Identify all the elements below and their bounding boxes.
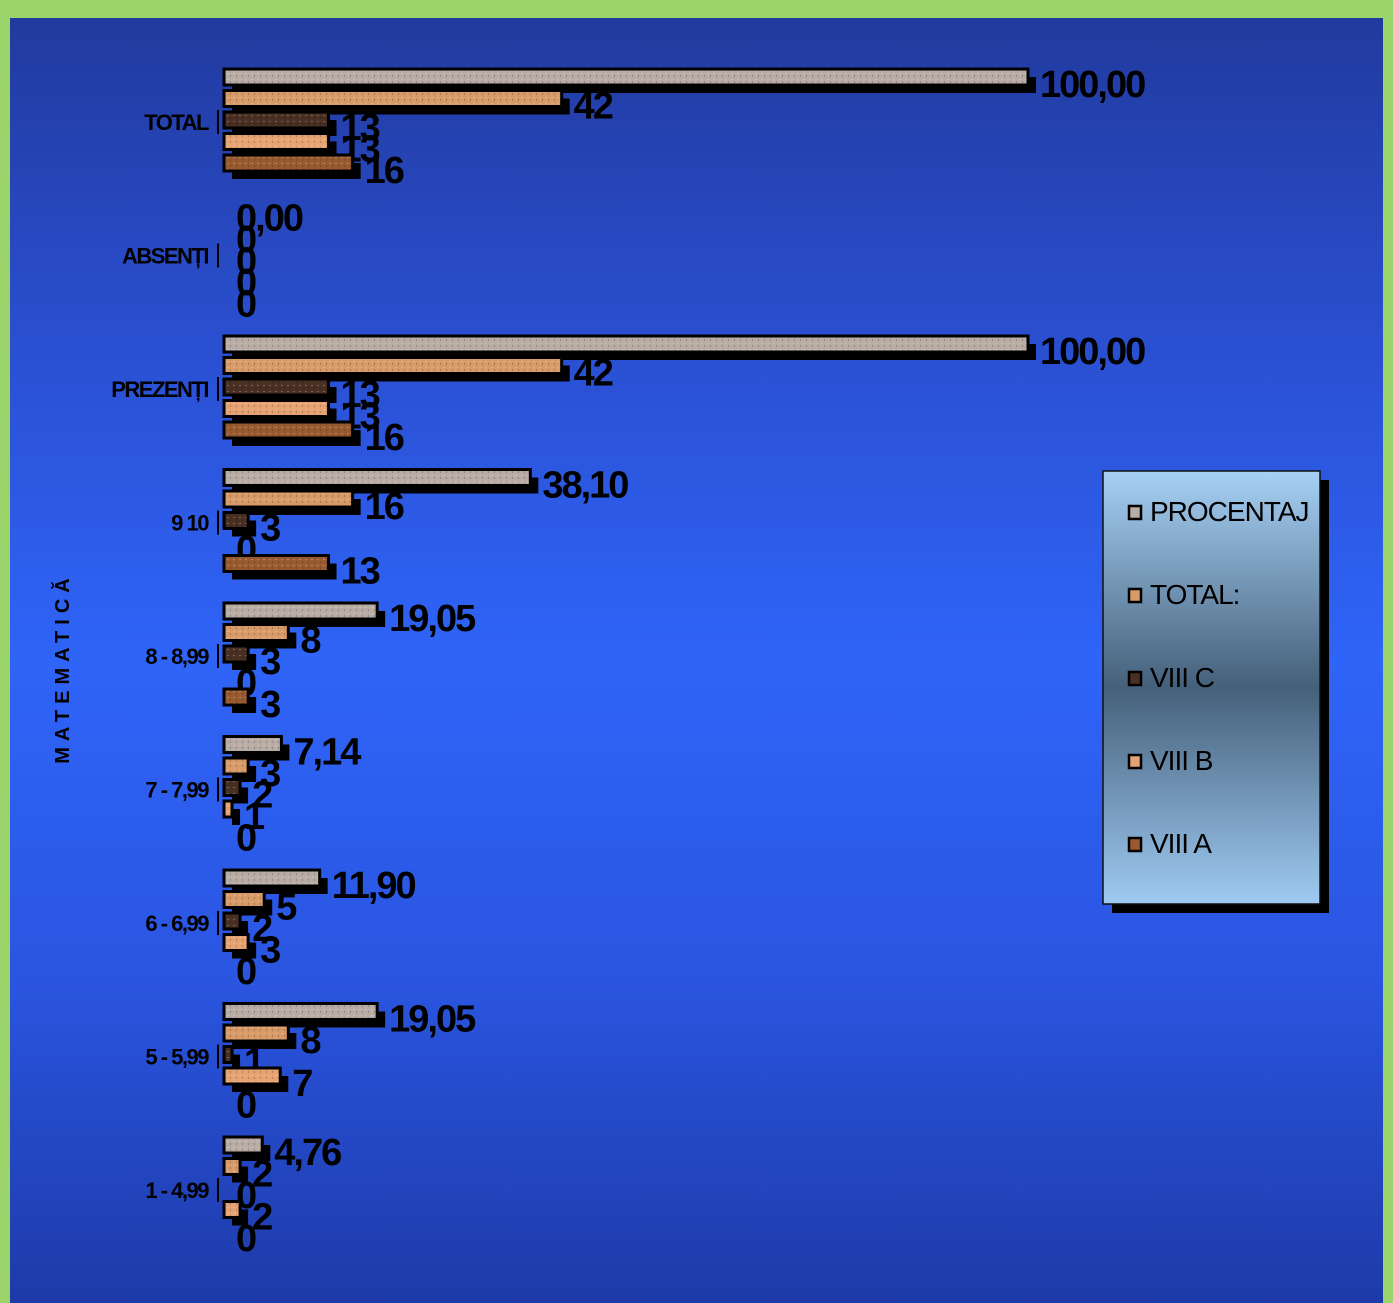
category-label: PREZENȚI bbox=[111, 377, 208, 402]
bar-total- bbox=[222, 356, 564, 375]
data-label: 3 bbox=[260, 753, 280, 795]
data-label: 3 bbox=[260, 641, 280, 683]
category-label: 9 10 bbox=[171, 511, 209, 536]
legend-swatch bbox=[1127, 504, 1143, 521]
legend-label: PROCENTAJ bbox=[1150, 496, 1309, 527]
legend-label: TOTAL: bbox=[1150, 579, 1239, 610]
data-label: 0 bbox=[236, 951, 256, 993]
data-label: 0 bbox=[236, 219, 256, 261]
bar-viii-c bbox=[222, 110, 331, 130]
data-label: 4,76 bbox=[274, 1132, 341, 1174]
y-axis-title: MATEMATICĂ bbox=[51, 572, 74, 763]
bar-procentaj bbox=[222, 1002, 379, 1021]
category-label: ABSENȚI bbox=[122, 244, 208, 269]
category-label: 6 - 6,99 bbox=[145, 911, 209, 936]
bar-viii-c bbox=[222, 778, 242, 797]
bar-viii-c bbox=[222, 644, 250, 664]
data-label: 0 bbox=[236, 1218, 256, 1260]
data-label: 13 bbox=[341, 551, 380, 593]
bar-viii-c bbox=[222, 1045, 234, 1064]
category-label: 8 - 8,99 bbox=[145, 644, 209, 669]
bar-viii-b bbox=[222, 1066, 282, 1086]
data-label: 100,00 bbox=[1040, 331, 1145, 373]
data-label: 0,00 bbox=[236, 198, 303, 240]
data-label: 19,05 bbox=[389, 999, 476, 1041]
data-label: 2 bbox=[252, 1154, 272, 1196]
data-label: 38,10 bbox=[542, 465, 628, 507]
bar-procentaj bbox=[222, 334, 1030, 354]
bar-procentaj bbox=[222, 468, 532, 487]
data-label: 13 bbox=[341, 374, 380, 416]
bar-total- bbox=[222, 489, 355, 509]
chart-area: MATEMATICĂ TOTAL 100,00 42 13 13 16 ABSENȚI 0,00… bbox=[10, 18, 1383, 1303]
data-label: 100,00 bbox=[1040, 64, 1145, 106]
category-label: 1 - 4,99 bbox=[145, 1178, 209, 1203]
data-label: 0 bbox=[236, 284, 256, 326]
bar-procentaj bbox=[222, 735, 283, 754]
category-label: 7 - 7,99 bbox=[145, 778, 209, 803]
data-label: 8 bbox=[300, 620, 320, 662]
bar-viii-a bbox=[222, 687, 250, 707]
bar-total- bbox=[222, 890, 266, 909]
data-label: 3 bbox=[260, 930, 280, 972]
bar-shadow bbox=[232, 1054, 241, 1071]
legend-swatch bbox=[1127, 670, 1143, 687]
bar-total- bbox=[222, 756, 250, 776]
data-label: 3 bbox=[260, 508, 280, 550]
data-label: 0 bbox=[236, 1085, 256, 1127]
bar-viii-c bbox=[222, 911, 242, 931]
bar-viii-a bbox=[222, 554, 331, 573]
data-label: 5 bbox=[276, 887, 297, 929]
data-label: 3 bbox=[260, 684, 280, 726]
data-label: 2 bbox=[252, 1197, 272, 1239]
bar-viii-c bbox=[222, 377, 331, 397]
bar-total- bbox=[222, 89, 564, 108]
bar-procentaj bbox=[222, 601, 379, 621]
bar-procentaj bbox=[222, 868, 322, 888]
bar-viii-b bbox=[222, 1200, 242, 1219]
data-label: 2 bbox=[252, 775, 272, 817]
category-label: TOTAL bbox=[144, 110, 209, 135]
bar-total- bbox=[222, 1023, 290, 1043]
data-label: 0 bbox=[236, 818, 256, 860]
legend-label: VIII B bbox=[1150, 745, 1213, 776]
bar-procentaj bbox=[222, 67, 1030, 87]
bar-viii-b bbox=[222, 132, 331, 151]
data-label: 7 bbox=[292, 1063, 312, 1105]
data-label: 7,14 bbox=[293, 732, 361, 774]
bar-total- bbox=[222, 623, 290, 642]
data-label: 13 bbox=[341, 107, 380, 149]
legend-swatch bbox=[1127, 836, 1143, 853]
bar-viii-b bbox=[222, 399, 331, 418]
bar-total- bbox=[222, 1157, 242, 1176]
data-label: 0 bbox=[236, 241, 256, 283]
data-label: 1 bbox=[244, 796, 265, 838]
bar-procentaj bbox=[222, 1135, 264, 1155]
data-label: 42 bbox=[574, 353, 613, 395]
data-label: 42 bbox=[574, 86, 613, 128]
data-label: 16 bbox=[365, 150, 404, 192]
legend-label: VIII A bbox=[1150, 828, 1212, 859]
category-label: 5 - 5,99 bbox=[145, 1045, 209, 1070]
bar-viii-a bbox=[222, 153, 355, 173]
legend-swatch bbox=[1127, 587, 1143, 604]
bar-viii-a bbox=[222, 420, 355, 440]
bar-viii-b bbox=[222, 933, 250, 952]
data-label: 19,05 bbox=[389, 598, 476, 640]
data-label: 16 bbox=[365, 486, 404, 528]
data-label: 0 bbox=[236, 262, 256, 304]
data-label: 8 bbox=[300, 1020, 320, 1062]
chart-svg: MATEMATICĂTOTAL100,0042131316ABSENȚI0,00… bbox=[51, 64, 1329, 1260]
legend: PROCENTAJ TOTAL: VIII C VIII B VIII A bbox=[1102, 470, 1329, 913]
legend-box bbox=[1102, 470, 1321, 905]
bar-shadow bbox=[232, 809, 241, 825]
legend-label: VIII C bbox=[1150, 662, 1215, 693]
data-label: 16 bbox=[365, 417, 404, 459]
data-label: 2 bbox=[252, 908, 272, 950]
data-label: 11,90 bbox=[332, 865, 416, 907]
legend-swatch bbox=[1127, 753, 1143, 770]
bar-viii-c bbox=[222, 511, 250, 530]
bar-viii-b bbox=[222, 799, 234, 819]
